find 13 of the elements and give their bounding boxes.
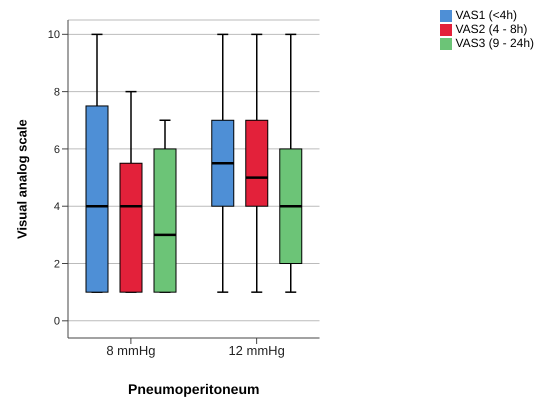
y-tick-label: 0 xyxy=(54,316,60,328)
y-tick-label: 6 xyxy=(54,144,60,156)
y-tick-label: 4 xyxy=(54,201,60,214)
y-tick-label: 2 xyxy=(54,258,60,270)
y-tick-label: 8 xyxy=(54,86,60,99)
legend-label: VAS2 (4 - 8h) xyxy=(456,22,528,36)
legend-label: VAS3 (9 - 24h) xyxy=(456,36,534,50)
legend-label: VAS1 (<4h) xyxy=(456,8,517,22)
y-axis-title: Visual analog scale xyxy=(14,119,30,239)
x-tick-label: 8 mmHg xyxy=(106,343,156,358)
x-axis-title: Pneumoperitoneum xyxy=(128,381,260,397)
x-tick-label: 12 mmHg xyxy=(228,343,285,358)
y-tick-label: 10 xyxy=(48,29,60,42)
